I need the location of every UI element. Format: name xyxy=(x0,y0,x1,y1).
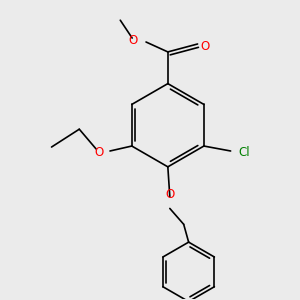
Text: O: O xyxy=(95,146,104,160)
Text: O: O xyxy=(165,188,174,200)
Text: O: O xyxy=(200,40,210,53)
Text: O: O xyxy=(129,34,138,46)
Text: Cl: Cl xyxy=(238,146,250,160)
